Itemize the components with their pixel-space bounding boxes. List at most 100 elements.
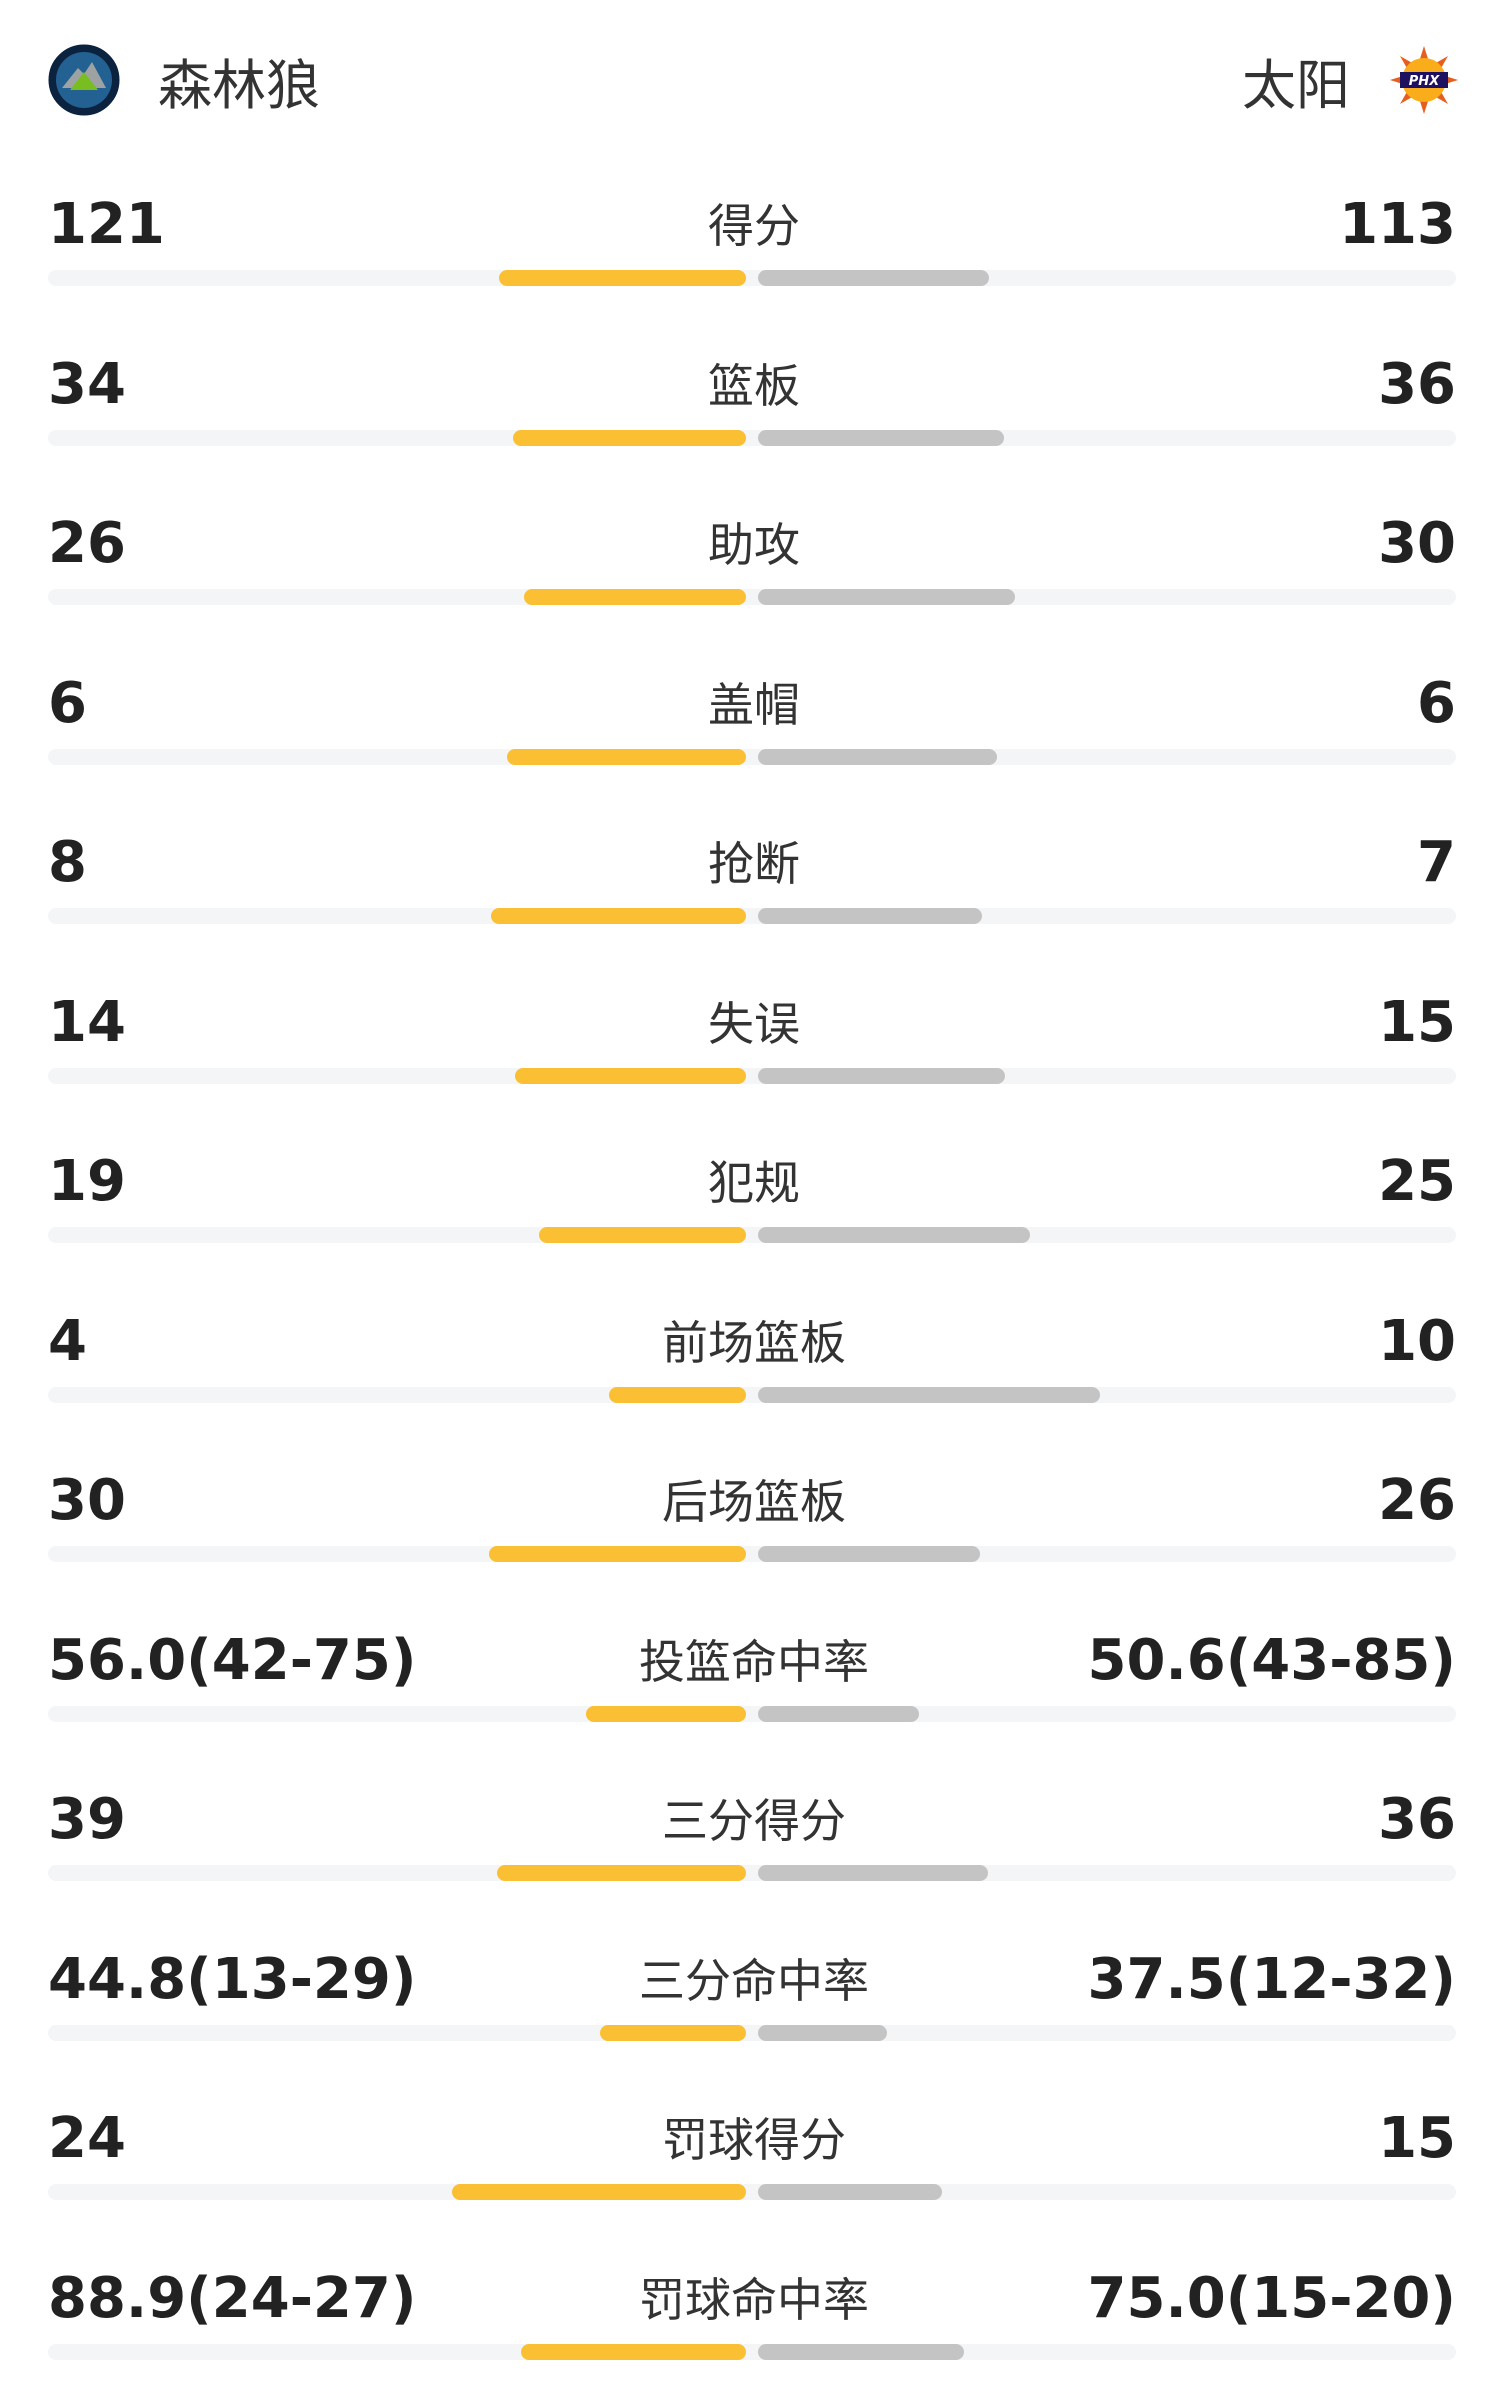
away-team[interactable]: 太阳 PHX xyxy=(1242,30,1460,130)
stat-row: 26 助攻 30 xyxy=(0,479,1508,639)
away-stat-bar xyxy=(758,2024,887,2041)
stat-label: 投篮命中率 xyxy=(639,1634,869,1689)
away-stat-value: 50.6(43-85) xyxy=(1087,1627,1456,1693)
stat-label: 得分 xyxy=(708,199,800,253)
home-stat-bar xyxy=(521,2343,746,2360)
away-stat-bar xyxy=(758,270,989,286)
home-stat-bar xyxy=(499,270,746,286)
away-stat-value: 75.0(15-20) xyxy=(1087,2265,1456,2331)
stat-bar-track xyxy=(48,1865,1456,1881)
suns-logo-text: PHX xyxy=(1409,74,1440,89)
stat-label: 助攻 xyxy=(708,518,800,572)
stat-bar-track xyxy=(48,748,1456,765)
away-stat-bar xyxy=(758,908,982,924)
stat-bar-track xyxy=(48,1227,1456,1243)
home-stat-value: 4 xyxy=(48,1308,87,1374)
stat-bar-track xyxy=(48,2024,1456,2041)
home-stat-bar xyxy=(513,429,746,446)
stat-row: 8 抢断 7 xyxy=(0,798,1508,958)
stat-row: 19 犯规 25 xyxy=(0,1117,1508,1277)
stat-label: 抢断 xyxy=(708,837,800,891)
away-stat-value: 26 xyxy=(1378,1468,1456,1533)
home-stat-value: 24 xyxy=(48,2106,126,2171)
stat-label: 三分命中率 xyxy=(639,1953,869,2008)
stat-row: 34 篮板 36 xyxy=(0,320,1508,480)
away-stat-bar xyxy=(758,1386,1100,1403)
home-stat-value: 56.0(42-75) xyxy=(48,1627,417,1693)
stat-label: 前场篮板 xyxy=(662,1315,846,1370)
stat-bar-track xyxy=(48,1546,1456,1562)
away-stat-value: 36 xyxy=(1378,1787,1456,1852)
stat-row: 121 得分 113 xyxy=(0,160,1508,320)
stat-label: 后场篮板 xyxy=(662,1475,846,1529)
away-stat-value: 10 xyxy=(1378,1308,1456,1374)
stat-row: 39 三分得分 36 xyxy=(0,1755,1508,1915)
away-stat-bar xyxy=(758,1227,1030,1243)
home-stat-value: 34 xyxy=(48,351,126,417)
away-team-name: 太阳 xyxy=(1242,53,1350,117)
away-stat-value: 36 xyxy=(1378,351,1456,417)
stat-bar-track xyxy=(48,589,1456,605)
away-stat-value: 6 xyxy=(1417,670,1456,736)
stat-label: 失误 xyxy=(708,996,800,1051)
stat-label: 罚球得分 xyxy=(662,2113,846,2167)
away-stat-value: 15 xyxy=(1378,989,1456,1055)
away-stat-value: 113 xyxy=(1339,192,1456,257)
home-stat-bar xyxy=(491,908,746,924)
away-stat-value: 15 xyxy=(1378,2106,1456,2171)
home-stat-bar xyxy=(609,1386,746,1403)
away-stat-value: 7 xyxy=(1417,830,1456,895)
home-stat-value: 44.8(13-29) xyxy=(48,1946,417,2012)
home-stat-bar xyxy=(515,1067,746,1084)
away-stat-value: 25 xyxy=(1378,1149,1456,1214)
stat-bar-track xyxy=(48,1386,1456,1403)
stat-label: 犯规 xyxy=(708,1156,800,1210)
stat-row: 4 前场篮板 10 xyxy=(0,1277,1508,1437)
home-stat-value: 19 xyxy=(48,1149,126,1214)
stat-bar-track xyxy=(48,2343,1456,2360)
stat-row: 6 盖帽 6 xyxy=(0,639,1508,799)
stat-bar-track xyxy=(48,1067,1456,1084)
away-stat-bar xyxy=(758,589,1015,605)
away-stat-bar xyxy=(758,1067,1005,1084)
home-stat-bar xyxy=(586,1705,746,1722)
suns-logo-icon: PHX xyxy=(1388,44,1460,116)
home-stat-bar xyxy=(524,589,746,605)
home-stat-bar xyxy=(539,1227,746,1243)
stat-row: 30 后场篮板 26 xyxy=(0,1436,1508,1596)
away-stat-bar xyxy=(758,748,997,765)
home-stat-bar xyxy=(507,748,746,765)
home-stat-value: 26 xyxy=(48,511,126,576)
stat-label: 盖帽 xyxy=(708,677,800,732)
stat-row: 24 罚球得分 15 xyxy=(0,2074,1508,2234)
stat-row: 56.0(42-75) 投篮命中率 50.6(43-85) xyxy=(0,1596,1508,1756)
stat-row: 44.8(13-29) 三分命中率 37.5(12-32) xyxy=(0,1915,1508,2075)
stat-label: 罚球命中率 xyxy=(639,2272,869,2327)
home-stat-bar xyxy=(452,2184,746,2200)
away-stat-bar xyxy=(758,1546,980,1562)
home-stat-value: 14 xyxy=(48,989,126,1055)
stat-row: 88.9(24-27) 罚球命中率 75.0(15-20) xyxy=(0,2234,1508,2394)
home-stat-value: 39 xyxy=(48,1787,126,1852)
away-stat-value: 30 xyxy=(1378,511,1456,576)
stat-bar-track xyxy=(48,1705,1456,1722)
home-stat-value: 30 xyxy=(48,1468,126,1533)
home-stat-value: 8 xyxy=(48,830,87,895)
home-stat-value: 88.9(24-27) xyxy=(48,2265,417,2331)
stat-bar-track xyxy=(48,2184,1456,2200)
stats-list: 121 得分 113 34 篮板 36 26 助攻 30 6 盖帽 6 8 抢断 7 14 失误 15 19 犯规 25… xyxy=(0,160,1508,2393)
home-team[interactable]: 森林狼 xyxy=(48,30,320,130)
away-stat-bar xyxy=(758,429,1004,446)
away-stat-value: 37.5(12-32) xyxy=(1087,1946,1456,2012)
stat-label: 三分得分 xyxy=(662,1794,846,1848)
home-stat-value: 121 xyxy=(48,192,165,257)
timberwolves-logo-icon xyxy=(48,44,120,116)
stat-bar-track xyxy=(48,908,1456,924)
away-stat-bar xyxy=(758,2343,964,2360)
home-stat-bar xyxy=(600,2024,746,2041)
away-stat-bar xyxy=(758,1705,919,1722)
home-stat-value: 6 xyxy=(48,670,87,736)
match-header: 森林狼 太阳 PHX xyxy=(0,0,1508,160)
stat-bar-track xyxy=(48,270,1456,286)
away-stat-bar xyxy=(758,1865,988,1881)
